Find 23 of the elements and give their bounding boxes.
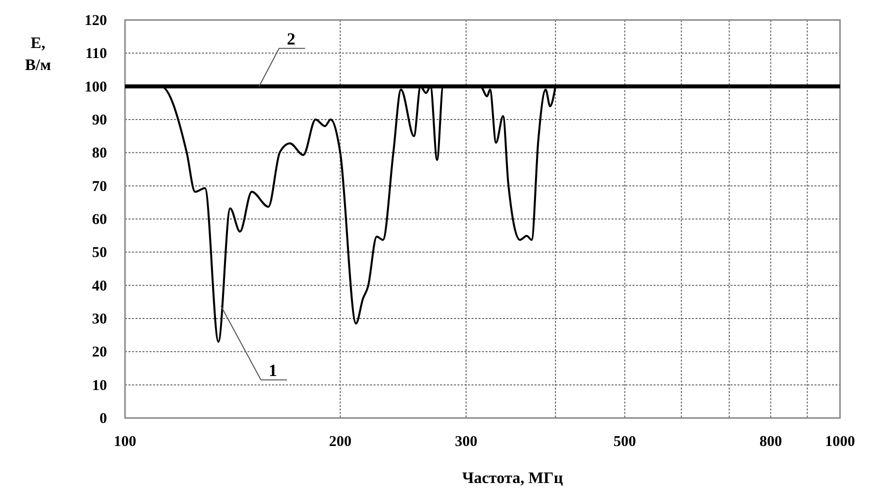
y-tick-label: 80 — [92, 146, 107, 162]
y-tick-label: 50 — [92, 245, 107, 262]
y-tick-label: 30 — [92, 312, 107, 328]
x-tick-label: 100 — [114, 434, 136, 450]
y-tick-label: 40 — [92, 278, 107, 294]
y-tick-label: 0 — [100, 411, 107, 427]
y-tick-label: 90 — [92, 112, 107, 128]
y-tick-label: 70 — [92, 178, 107, 195]
y-tick-label: 120 — [84, 13, 107, 29]
x-tick-label: 500 — [614, 434, 636, 450]
x-tick-label: 300 — [454, 434, 478, 450]
y-tick-label: 100 — [84, 79, 107, 96]
y-tick-label: 110 — [85, 46, 107, 62]
annotation: 2 — [286, 29, 296, 48]
x-tick-label: 1000 — [825, 434, 855, 450]
x-tick-label: 800 — [759, 434, 782, 450]
y-tick-label: 10 — [92, 378, 107, 394]
y-tick-label: 20 — [92, 344, 107, 361]
y-axis-title: E, В/м — [24, 35, 52, 74]
x-tick-label: 200 — [328, 434, 352, 450]
x-axis-title: Частота, МГц — [462, 470, 563, 487]
annotation: 1 — [268, 360, 278, 380]
y-tick-label: 60 — [92, 212, 107, 228]
